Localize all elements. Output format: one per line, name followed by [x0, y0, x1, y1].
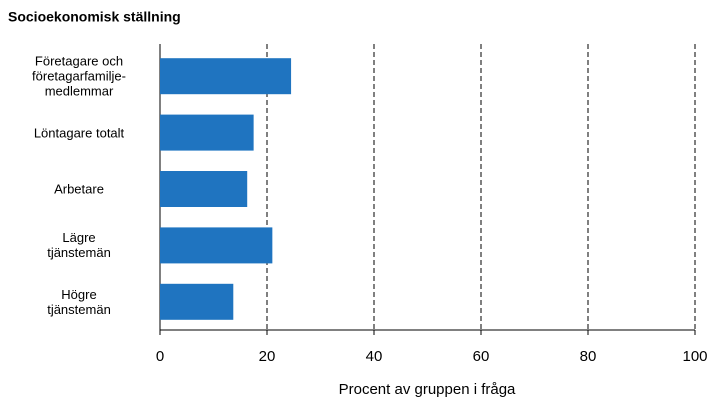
bar	[160, 58, 292, 95]
x-axis-label: Procent av gruppen i fråga	[339, 381, 516, 398]
x-tick-label: 0	[156, 348, 164, 365]
y-tick-label: Arbetare	[54, 181, 104, 197]
chart-title: Socioekonomisk ställning	[8, 9, 181, 25]
bar	[160, 114, 254, 151]
y-tick-label: Lägre tjänstemän	[47, 230, 111, 261]
bar	[160, 227, 273, 264]
y-tick-label: Företagare och företagarfamilje- medlemm…	[32, 53, 126, 99]
y-tick-label: Löntagare totalt	[33, 125, 125, 141]
x-tick-label: 80	[580, 348, 597, 365]
x-tick-label: 40	[366, 348, 383, 365]
bar	[160, 171, 248, 207]
bar	[160, 283, 234, 320]
x-tick-label: 100	[682, 348, 707, 365]
y-tick-label: Högre tjänstemän	[47, 286, 111, 317]
x-tick-label: 20	[259, 348, 276, 365]
x-tick-label: 60	[473, 348, 490, 365]
